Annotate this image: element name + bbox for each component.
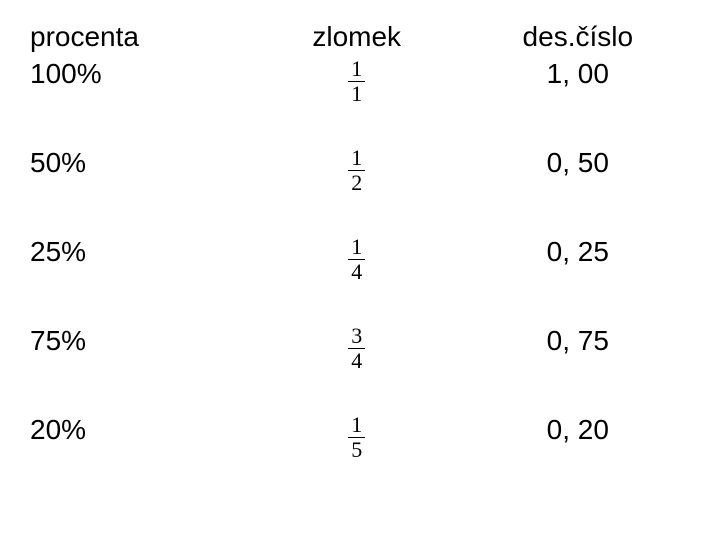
table-row: 75% 3 4 0, 75 (30, 311, 690, 400)
cell-zlomek: 1 5 (248, 400, 466, 489)
fraction: 3 4 (348, 325, 365, 372)
fraction-numerator: 1 (348, 236, 365, 259)
cell-des: 1, 00 (466, 58, 690, 133)
fraction: 1 5 (348, 414, 365, 461)
cell-zlomek: 3 4 (248, 311, 466, 400)
fraction-numerator: 1 (348, 58, 365, 81)
table-row: 25% 1 4 0, 25 (30, 222, 690, 311)
fraction-denominator: 4 (348, 348, 365, 372)
fraction-denominator: 2 (348, 170, 365, 194)
cell-zlomek: 1 4 (248, 222, 466, 311)
fraction: 1 1 (348, 58, 365, 105)
cell-procenta: 20% (30, 400, 248, 489)
cell-des: 0, 50 (466, 133, 690, 222)
table-row: 20% 1 5 0, 20 (30, 400, 690, 489)
header-procenta: procenta (30, 20, 248, 58)
header-row: procenta zlomek des.číslo (30, 20, 690, 58)
fraction-numerator: 3 (348, 325, 365, 348)
cell-procenta: 50% (30, 133, 248, 222)
header-des: des.číslo (466, 20, 690, 58)
cell-des: 0, 25 (466, 222, 690, 311)
cell-zlomek: 1 2 (248, 133, 466, 222)
fraction-denominator: 1 (348, 81, 365, 105)
fraction: 1 4 (348, 236, 365, 283)
fraction: 1 2 (348, 147, 365, 194)
fraction-denominator: 5 (348, 437, 365, 461)
cell-procenta: 75% (30, 311, 248, 400)
cell-des: 0, 20 (466, 400, 690, 489)
table-row: 100% 1 1 1, 00 (30, 58, 690, 133)
fraction-numerator: 1 (348, 147, 365, 170)
conversion-table: procenta zlomek des.číslo 100% 1 1 1, 00… (30, 20, 690, 489)
table-row: 50% 1 2 0, 50 (30, 133, 690, 222)
cell-zlomek: 1 1 (248, 58, 466, 133)
page: procenta zlomek des.číslo 100% 1 1 1, 00… (0, 0, 720, 509)
cell-procenta: 100% (30, 58, 248, 133)
fraction-numerator: 1 (348, 414, 365, 437)
fraction-denominator: 4 (348, 259, 365, 283)
cell-des: 0, 75 (466, 311, 690, 400)
header-zlomek: zlomek (248, 20, 466, 58)
cell-procenta: 25% (30, 222, 248, 311)
